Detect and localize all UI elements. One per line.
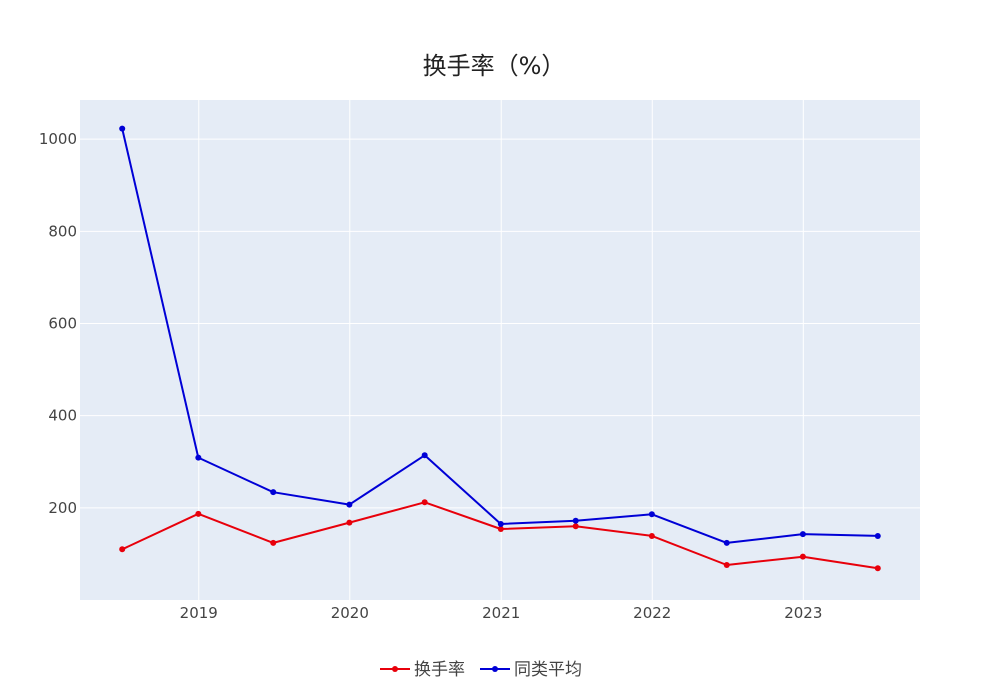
legend-label: 换手率: [414, 660, 465, 680]
data-point[interactable]: [195, 510, 202, 517]
data-point[interactable]: [195, 454, 202, 461]
data-point[interactable]: [799, 531, 806, 538]
data-point[interactable]: [119, 125, 126, 132]
series-2: [119, 125, 881, 546]
data-point[interactable]: [572, 523, 579, 530]
legend-marker: [492, 666, 498, 672]
data-point[interactable]: [119, 546, 126, 553]
legend[interactable]: 换手率 同类平均: [380, 660, 582, 680]
y-tick-label: 600: [48, 315, 77, 333]
y-tick-label: 400: [48, 407, 77, 425]
data-point[interactable]: [346, 501, 353, 508]
y-tick-label: 800: [48, 222, 77, 240]
data-point[interactable]: [346, 519, 353, 526]
data-point[interactable]: [874, 532, 881, 539]
plot-area: [80, 100, 920, 600]
y-tick-label: 1000: [39, 130, 77, 148]
data-point[interactable]: [723, 539, 730, 546]
x-tick-label: 2020: [331, 604, 369, 622]
data-point[interactable]: [497, 526, 504, 533]
legend-marker: [392, 666, 398, 672]
series-layer: [119, 125, 881, 572]
axis-tick-labels: 200 400 600 800 1000 2019 2020 2021 2022 2023: [39, 130, 823, 622]
grid-lines: [80, 100, 920, 600]
data-point[interactable]: [723, 561, 730, 568]
data-point[interactable]: [799, 553, 806, 560]
data-point[interactable]: [648, 511, 655, 518]
legend-label: 同类平均: [514, 660, 582, 680]
series-1: [119, 499, 881, 572]
data-point[interactable]: [421, 499, 428, 506]
x-tick-label: 2019: [180, 604, 218, 622]
data-point[interactable]: [421, 452, 428, 459]
y-tick-label: 200: [48, 499, 77, 517]
data-point[interactable]: [270, 489, 277, 496]
x-tick-label: 2022: [633, 604, 671, 622]
legend-item-2[interactable]: 同类平均: [480, 660, 582, 680]
legend-item-1[interactable]: 换手率: [380, 660, 465, 680]
data-point[interactable]: [497, 520, 504, 527]
data-point[interactable]: [270, 539, 277, 546]
x-tick-label: 2023: [784, 604, 822, 622]
x-tick-label: 2021: [482, 604, 520, 622]
chart-title: 换手率（%）: [423, 52, 566, 80]
data-point[interactable]: [874, 565, 881, 572]
data-point[interactable]: [648, 532, 655, 539]
data-point[interactable]: [572, 517, 579, 524]
